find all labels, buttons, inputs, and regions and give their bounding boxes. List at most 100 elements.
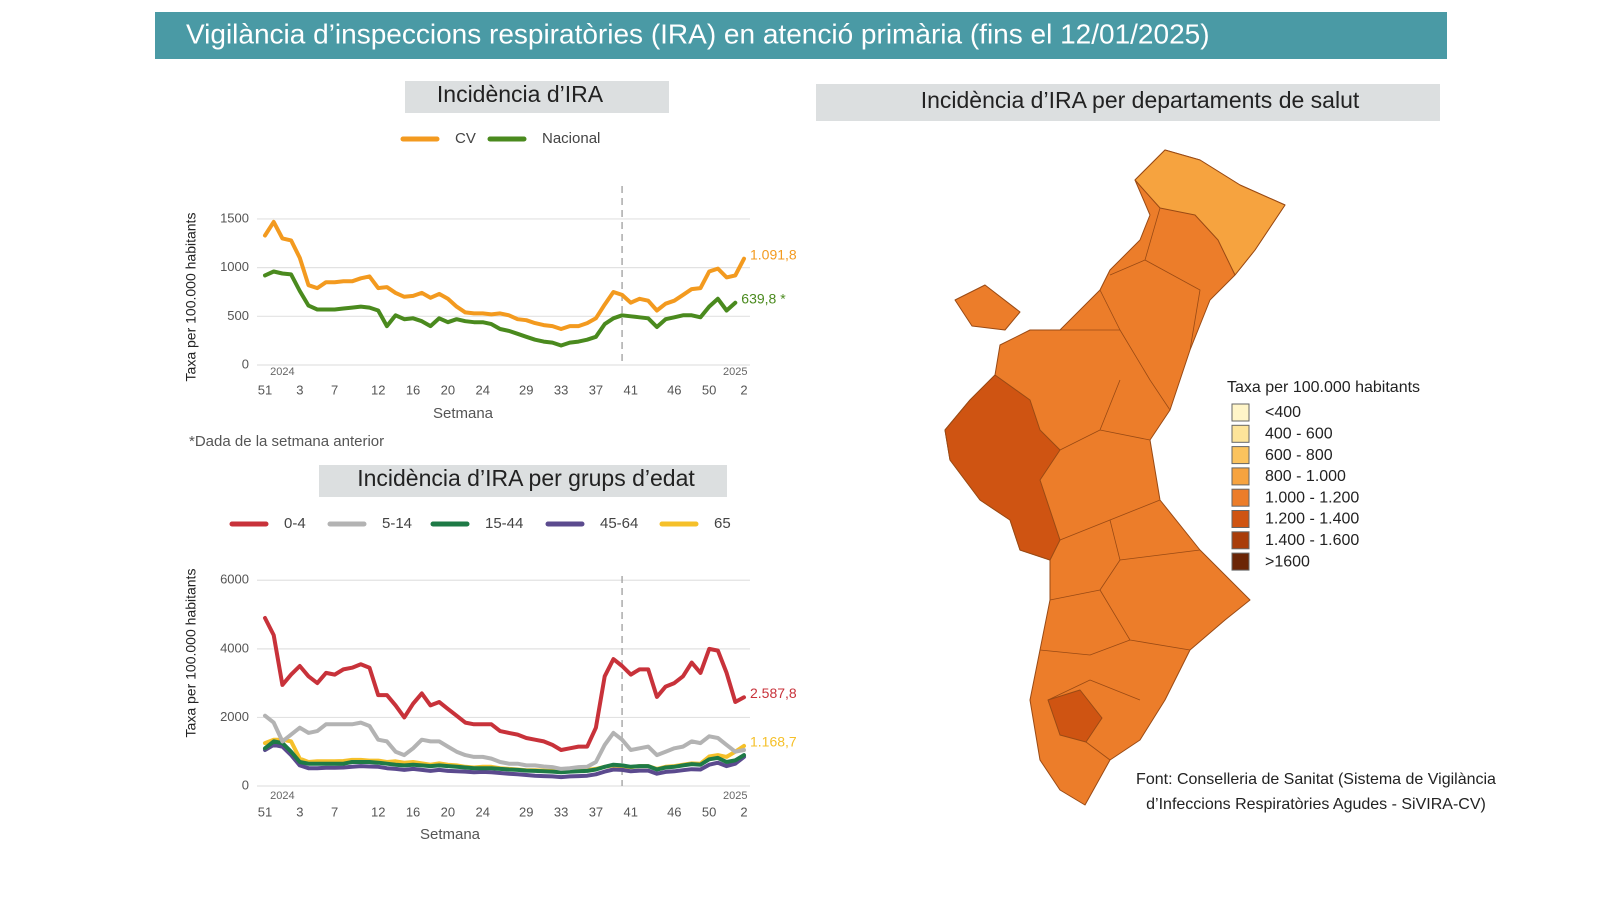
map-legend-title: Taxa per 100.000 habitants — [1227, 379, 1420, 396]
x-tick-label: 41 — [624, 382, 638, 397]
value-label: 1.091,8 — [750, 246, 797, 262]
legend-label: 45-64 — [600, 515, 638, 532]
x-tick-label: 3 — [296, 382, 303, 397]
x-tick-label: 51 — [258, 804, 272, 819]
y-tick-label: 500 — [227, 308, 249, 323]
map-title: Incidència d’IRA per departaments de sal… — [921, 87, 1360, 113]
legend-swatch — [1231, 531, 1250, 550]
x-tick-label: 7 — [331, 804, 338, 819]
x-tick-label: 50 — [702, 382, 716, 397]
y-tick-label: 2000 — [220, 709, 249, 724]
legend-swatch — [1231, 424, 1250, 443]
legend-label: 400 - 600 — [1265, 426, 1333, 443]
x-tick-label: 2 — [740, 804, 747, 819]
x-tick-label: 41 — [624, 804, 638, 819]
y-tick-label: 4000 — [220, 640, 249, 655]
legend-label: 1.400 - 1.600 — [1265, 532, 1359, 549]
y-tick-label: 0 — [242, 356, 249, 371]
series-line — [263, 616, 746, 752]
region-map — [944, 149, 1286, 806]
footnote: *Dada de la setmana anterior — [189, 433, 384, 450]
legend-label: 5-14 — [382, 515, 412, 532]
legend-label: 1.200 - 1.400 — [1265, 511, 1359, 528]
value-label: 1.168,7 — [750, 734, 797, 750]
year-label: 2025 — [723, 366, 747, 378]
y-tick-label: 1000 — [220, 259, 249, 274]
x-tick-label: 7 — [331, 382, 338, 397]
x-tick-label: 33 — [554, 804, 568, 819]
legend-label: 1.000 - 1.200 — [1265, 489, 1359, 506]
x-tick-label: 20 — [441, 382, 455, 397]
legend-label: 15-44 — [485, 515, 523, 532]
map-region — [1134, 149, 1286, 276]
legend-label: 65 — [714, 515, 731, 532]
page-title: Vigilància d’inspeccions respiratòries (… — [186, 18, 1210, 49]
legend-label: >1600 — [1265, 553, 1310, 570]
series-line — [263, 713, 746, 771]
x-tick-label: 29 — [519, 804, 533, 819]
year-label: 2025 — [723, 790, 747, 802]
chart-title: Incidència d’IRA per grups d’edat — [357, 465, 695, 491]
map-region — [944, 374, 1061, 561]
x-tick-label: 37 — [589, 382, 603, 397]
x-tick-label: 24 — [475, 804, 489, 819]
x-tick-label: 33 — [554, 382, 568, 397]
department-border — [1039, 207, 1201, 761]
legend-label: CV — [455, 130, 476, 147]
year-label: 2024 — [270, 366, 294, 378]
x-tick-label: 2 — [740, 382, 747, 397]
x-tick-label: 37 — [589, 804, 603, 819]
legend-swatch — [1231, 403, 1250, 422]
x-tick-label: 16 — [406, 382, 420, 397]
series-line — [263, 742, 746, 780]
series-line — [263, 739, 746, 775]
y-tick-label: 6000 — [220, 572, 249, 587]
legend-swatch — [1231, 488, 1250, 507]
legend-label: <400 — [1265, 404, 1301, 421]
y-axis-title: Taxa per 100.000 habitants — [183, 569, 199, 738]
legend-label: 0-4 — [284, 515, 306, 532]
x-tick-label: 46 — [667, 804, 681, 819]
x-tick-label: 51 — [258, 382, 272, 397]
x-tick-label: 12 — [371, 804, 385, 819]
chart-title: Incidència d’IRA — [437, 81, 604, 107]
series-line — [263, 219, 746, 331]
map-legend: <400 400 - 600 600 - 800 800 - 1.000 1.000 -… — [1231, 403, 1359, 571]
value-label: 2.587,8 — [750, 685, 797, 701]
year-label: 2024 — [270, 790, 294, 802]
source-line: Font: Conselleria de Sanitat (Sistema de… — [1136, 771, 1496, 788]
x-tick-label: 16 — [406, 804, 420, 819]
x-axis-title: Setmana — [420, 826, 481, 843]
source-line: d’Infeccions Respiratòries Agudes - SiVI… — [1146, 796, 1486, 813]
value-label: 639,8 * — [741, 290, 786, 306]
legend-swatch — [1231, 510, 1250, 528]
header-bar — [155, 12, 1447, 59]
x-tick-label: 29 — [519, 382, 533, 397]
legend-label: Nacional — [542, 130, 600, 147]
y-axis-title: Taxa per 100.000 habitants — [183, 213, 199, 382]
y-tick-label: 1500 — [220, 210, 249, 225]
series-line — [263, 269, 738, 348]
title-box — [405, 81, 669, 113]
legend-label: 600 - 800 — [1265, 447, 1333, 464]
x-tick-label: 3 — [296, 804, 303, 819]
x-tick-label: 12 — [371, 382, 385, 397]
legend-swatch — [1231, 446, 1250, 465]
x-axis-title: Setmana — [433, 405, 494, 422]
title-box — [319, 465, 727, 497]
map-region — [1047, 689, 1103, 743]
y-tick-label: 0 — [242, 777, 249, 792]
x-tick-label: 24 — [475, 382, 489, 397]
legend-swatch — [1231, 552, 1250, 571]
legend-label: 800 - 1.000 — [1265, 468, 1346, 485]
map-region — [944, 149, 1286, 806]
legend-swatch — [1231, 467, 1250, 486]
x-tick-label: 50 — [702, 804, 716, 819]
x-tick-label: 46 — [667, 382, 681, 397]
map-region — [954, 284, 1021, 331]
x-tick-label: 20 — [441, 804, 455, 819]
